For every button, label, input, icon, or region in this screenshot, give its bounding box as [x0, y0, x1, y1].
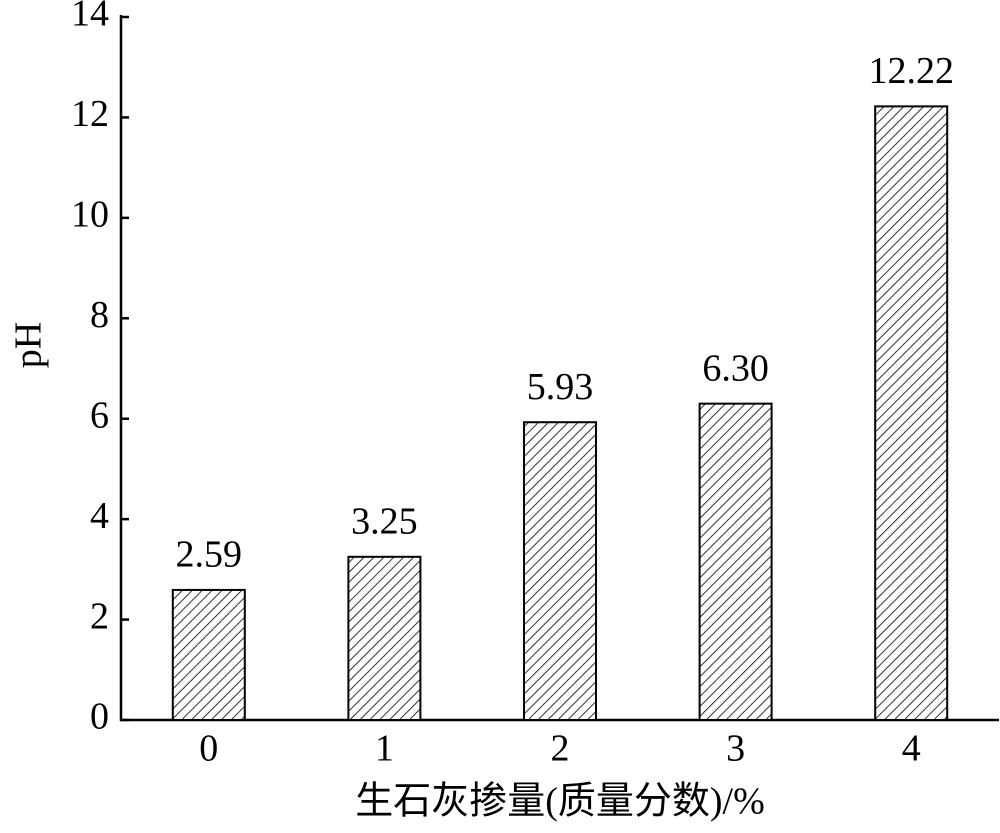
bar — [171, 588, 246, 721]
value-label: 2.59 — [176, 534, 243, 576]
x-axis-label: 生石灰掺量(质量分数)/% — [355, 781, 765, 823]
y-tick-label: 2 — [90, 595, 109, 637]
bar — [523, 421, 597, 721]
bar — [698, 402, 773, 721]
y-tick-label: 12 — [71, 93, 109, 135]
value-label: 12.22 — [868, 50, 954, 92]
value-label: 5.93 — [527, 366, 594, 408]
x-tick-label: 4 — [902, 728, 921, 770]
y-tick-label: 10 — [71, 194, 109, 236]
y-axis-label: pH — [8, 322, 50, 368]
y-tick-label: 6 — [90, 394, 109, 436]
bar — [347, 555, 422, 722]
x-tick-label: 3 — [726, 728, 745, 770]
x-tick-label: 2 — [551, 728, 570, 770]
y-tick-label: 14 — [71, 0, 109, 35]
y-tick-label: 0 — [90, 696, 109, 738]
y-tick-label: 8 — [90, 294, 109, 336]
value-label: 3.25 — [351, 501, 418, 543]
y-tick-label: 4 — [90, 495, 109, 537]
bar — [874, 105, 949, 722]
x-tick-label: 1 — [375, 728, 394, 770]
x-tick-label: 0 — [199, 728, 218, 770]
value-label: 6.30 — [702, 347, 769, 389]
